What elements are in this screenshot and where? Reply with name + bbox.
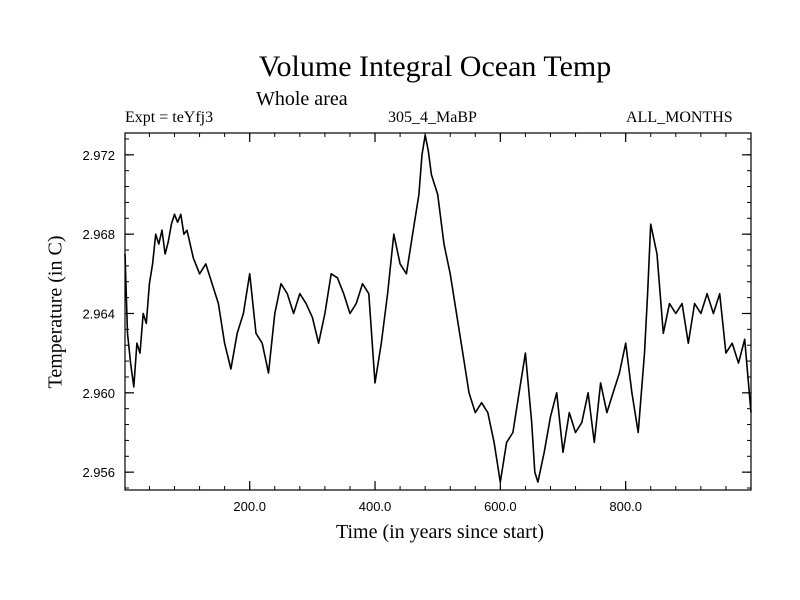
x-axis-label: Time (in years since start) bbox=[335, 521, 545, 543]
y-tick-label: 2.956 bbox=[82, 465, 115, 480]
run-label: 305_4_MaBP bbox=[388, 109, 477, 126]
series-line bbox=[124, 134, 752, 483]
x-tick-label: 800.0 bbox=[609, 499, 642, 514]
chart-subtitle: Whole area bbox=[256, 88, 348, 110]
x-tick-label: 200.0 bbox=[233, 499, 266, 514]
months-label: ALL_MONTHS bbox=[626, 109, 733, 126]
plot-frame bbox=[124, 132, 752, 491]
y-tick-label: 2.968 bbox=[82, 227, 115, 242]
x-tick-label: 400.0 bbox=[359, 499, 392, 514]
y-tick-label: 2.964 bbox=[82, 306, 115, 321]
experiment-label: Expt = teYfj3 bbox=[125, 109, 214, 126]
y-tick-label: 2.972 bbox=[82, 148, 115, 163]
x-tick-label: 600.0 bbox=[484, 499, 517, 514]
y-tick-label: 2.960 bbox=[82, 386, 115, 401]
chart-title: Volume Integral Ocean Temp bbox=[258, 50, 612, 83]
